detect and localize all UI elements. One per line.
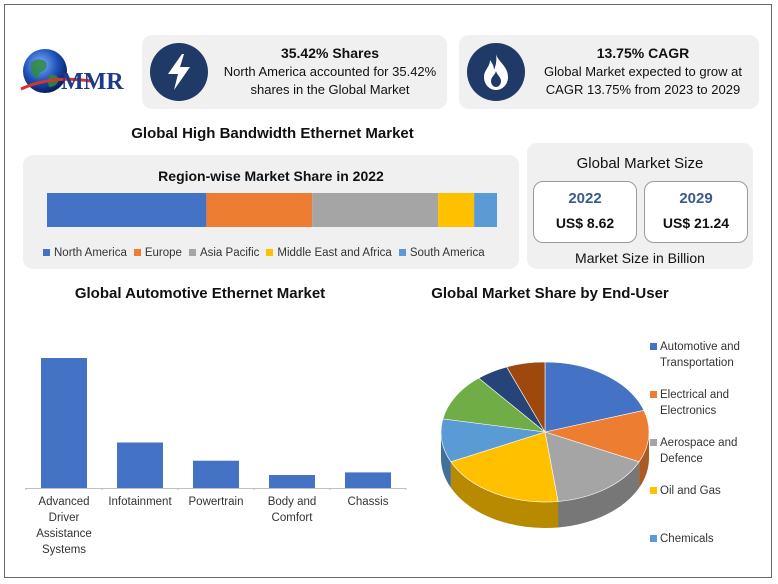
legend-item: North America — [43, 247, 127, 259]
market-size-2022-box: 2022 US$ 8.62 — [533, 181, 637, 243]
end-user-pie-chart — [440, 361, 650, 528]
region-segment-0 — [47, 193, 207, 227]
bar-2 — [193, 460, 239, 488]
automotive-title: Global Automotive Ethernet Market — [74, 285, 326, 302]
automotive-bar-chart — [25, 358, 407, 490]
pie-slice-2 — [544, 431, 640, 502]
legend-label: Europe — [144, 246, 182, 259]
stat-card-cagr: 13.75% CAGR Global Market expected to gr… — [459, 35, 759, 109]
pie-legend-item: Aerospace and Defence — [650, 435, 762, 467]
logo: MMR — [17, 45, 137, 105]
region-title: Region-wise Market Share in 2022 — [158, 168, 384, 184]
logo-text: MMR — [61, 69, 124, 95]
pie-side-4-0 — [441, 432, 451, 488]
market-size-value: US$ 21.24 — [662, 215, 730, 231]
pie-slice-7 — [506, 361, 546, 434]
region-panel: Region-wise Market Share in 2022 North A… — [23, 155, 519, 269]
legend-swatch — [650, 343, 657, 350]
market-size-title: Global Market Size — [576, 155, 704, 172]
legend-label: Automotive and Transportation — [660, 341, 740, 369]
pie-side-2-0 — [558, 461, 640, 528]
legend-swatch — [188, 249, 196, 256]
end-user-title: Global Market Share by End-User — [431, 285, 669, 302]
legend-label: Aerospace and Defence — [660, 437, 738, 465]
bar-3 — [269, 475, 315, 488]
legend-swatch — [650, 535, 657, 542]
lightning-icon — [150, 43, 208, 101]
pie-legend-item: Automotive and Transportation — [650, 339, 762, 371]
legend-item: Middle East and Africa — [266, 246, 392, 259]
category-label: Powertrain — [188, 496, 244, 508]
region-segment-4 — [474, 193, 497, 227]
legend-label: Oil and Gas — [660, 485, 721, 497]
pie-legend-item: Electrical and Electronics — [650, 387, 762, 419]
stat-title: 35.42% Shares — [280, 45, 380, 61]
pie-slice-5 — [442, 377, 547, 433]
stat-title: 13.75% CAGR — [596, 45, 690, 61]
pie-legend-item: Chemicals — [650, 531, 762, 547]
legend-swatch — [398, 249, 406, 256]
pie-legend-item: Oil and Gas — [650, 483, 762, 499]
category-label: Body and Comfort — [267, 496, 317, 524]
bar-4 — [345, 472, 391, 488]
legend-label: South America — [409, 246, 485, 259]
legend-swatch — [650, 391, 657, 398]
market-size-panel: Global Market Size 2022 US$ 8.62 2029 US… — [527, 143, 753, 269]
legend-item: Europe — [133, 246, 182, 259]
stat-text: North America accounted for 35.42% share… — [223, 64, 437, 97]
flame-icon — [467, 43, 525, 101]
legend-item: Asia Pacific — [188, 246, 260, 259]
pie-slice-0 — [544, 361, 645, 433]
region-stacked-bar — [47, 193, 497, 227]
legend-label: Asia Pacific — [199, 246, 260, 259]
legend-swatch — [650, 487, 657, 494]
category-label: Infotainment — [108, 496, 172, 508]
market-size-value: US$ 8.62 — [555, 215, 615, 231]
end-user-legend: Automotive and Transportation Electrical … — [650, 335, 765, 565]
stat-text: Global Market expected to grow at CAGR 1… — [544, 64, 742, 97]
legend-swatch — [650, 439, 657, 446]
legend-label: Chemicals — [660, 533, 714, 545]
pie-slice-1 — [543, 410, 650, 463]
pie-side-3-0 — [450, 461, 559, 528]
infographic-frame: MMR 35.42% Shares North America accounte… — [4, 4, 772, 578]
legend-label: Middle East and Africa — [277, 246, 392, 259]
bar-1 — [117, 442, 163, 488]
stat-card-shares: 35.42% Shares North America accounted fo… — [142, 35, 447, 109]
market-size-footer: Market Size in Billion — [575, 250, 705, 266]
region-segment-1 — [206, 193, 313, 227]
region-segment-3 — [438, 193, 475, 227]
pie-slice-3 — [450, 431, 559, 503]
market-size-year: 2022 — [568, 190, 602, 207]
legend-item: South America — [398, 246, 485, 259]
legend-label: Electrical and Electronics — [660, 389, 730, 417]
bar-0 — [41, 358, 87, 488]
category-label: Advanced Driver Assistance Systems — [36, 496, 92, 556]
legend-label: North America — [54, 246, 127, 259]
main-title: Global High Bandwidth Ethernet Market — [131, 125, 414, 142]
pie-side-1-0 — [639, 432, 649, 488]
region-legend: North America Europe Asia Pacific Middle Ea… — [43, 243, 513, 261]
legend-swatch — [266, 249, 274, 256]
category-label: Chassis — [347, 496, 389, 508]
market-size-2029-box: 2029 US$ 21.24 — [644, 181, 748, 243]
market-size-year: 2029 — [679, 190, 713, 207]
legend-swatch — [43, 249, 50, 256]
legend-swatch — [133, 249, 141, 256]
globe-icon — [20, 49, 92, 93]
region-segment-2 — [312, 193, 439, 227]
